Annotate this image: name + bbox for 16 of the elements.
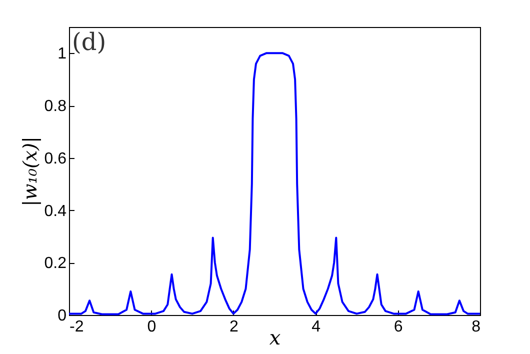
x-tick-label: 6 <box>394 318 403 336</box>
annotation: (d) <box>72 28 106 56</box>
x-tick-label: 8 <box>472 318 481 336</box>
y-tick-label: 0.8 <box>44 98 67 116</box>
x-tick-label: -2 <box>70 318 84 336</box>
x-axis-title: x <box>269 326 281 350</box>
x-tick-label: 0 <box>147 318 156 336</box>
x-tick-label: 4 <box>312 318 321 336</box>
y-tick-label: 0.4 <box>44 202 67 220</box>
y-tick-label: 1 <box>58 46 67 63</box>
y-axis-title: |w₁₀(x)| <box>19 136 42 206</box>
line-series <box>68 52 481 316</box>
y-tick-label: 0.6 <box>44 150 67 168</box>
x-tick-label: 2 <box>229 318 238 336</box>
y-tick-label: 0 <box>58 308 67 324</box>
y-tick-label: 0.2 <box>44 255 67 272</box>
